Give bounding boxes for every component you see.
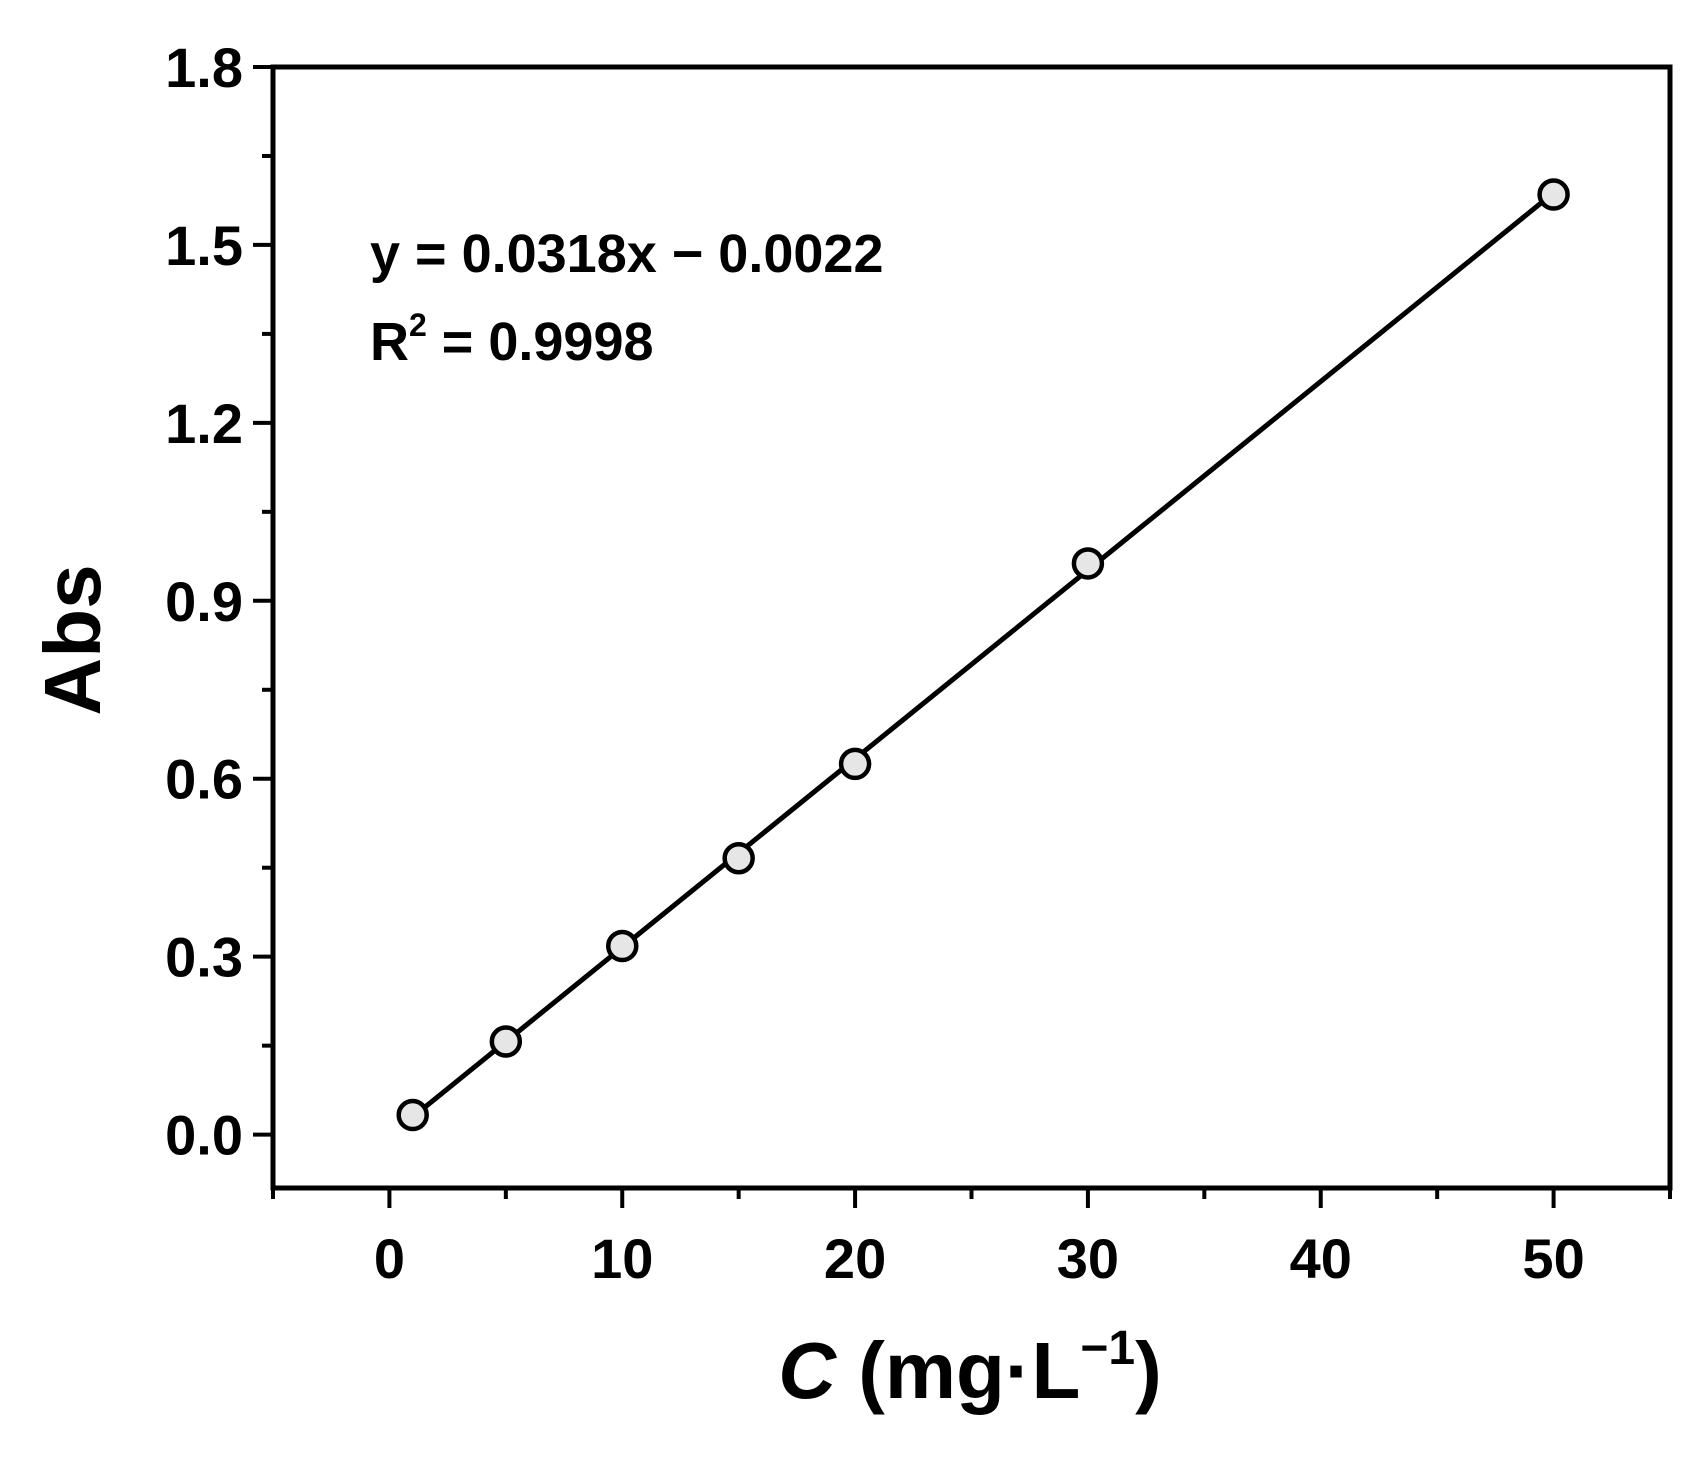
- x-tick-label: 0: [374, 1227, 405, 1290]
- x-tick-label: 40: [1290, 1227, 1352, 1290]
- fit-line-group: [411, 190, 1556, 1120]
- data-point: [722, 841, 755, 875]
- x-tick-label: 30: [1057, 1227, 1119, 1290]
- r-squared-symbol: R: [370, 312, 409, 372]
- data-point: [838, 747, 872, 781]
- tick-labels: 0.0 0.3 0.6 0.9 1.2 1.5 1.8 0 10 20 30 40 50: [165, 36, 1585, 1290]
- data-point: [1537, 178, 1570, 211]
- y-axis-title: Abs: [28, 564, 117, 715]
- x-tick-label: 50: [1522, 1227, 1584, 1290]
- y-tick-label: 1.8: [165, 36, 243, 99]
- x-tick-label: 20: [824, 1227, 886, 1290]
- x-axis-title-close: ): [1135, 1326, 1162, 1415]
- x-axis-title-symbol: C: [778, 1326, 837, 1415]
- r-squared-superscript: 2: [409, 307, 427, 343]
- y-tick-label: 0.0: [165, 1104, 243, 1167]
- data-points: [396, 178, 1570, 1132]
- y-tick-label: 0.6: [165, 748, 243, 811]
- y-tick-label: 0.9: [165, 570, 243, 633]
- data-point: [396, 1098, 429, 1132]
- equation-annotation: y = 0.0318x − 0.0022: [370, 224, 883, 284]
- r-squared-annotation: R2 = 0.9998: [370, 307, 654, 372]
- x-axis-title-units: (mg·L: [836, 1326, 1080, 1415]
- data-point: [606, 929, 639, 963]
- y-tick-label: 1.2: [165, 392, 243, 455]
- fit-line: [411, 190, 1556, 1120]
- r-squared-value: = 0.9998: [427, 312, 654, 372]
- x-axis-title: C (mg·L−1): [778, 1322, 1162, 1415]
- data-point: [489, 1025, 523, 1058]
- y-tick-label: 1.5: [165, 214, 243, 277]
- axis-ticks: [253, 65, 1672, 1208]
- y-tick-label: 0.3: [165, 926, 243, 989]
- data-point: [1071, 547, 1105, 580]
- x-tick-label: 10: [591, 1227, 653, 1290]
- x-axis-title-superscript: −1: [1080, 1322, 1135, 1375]
